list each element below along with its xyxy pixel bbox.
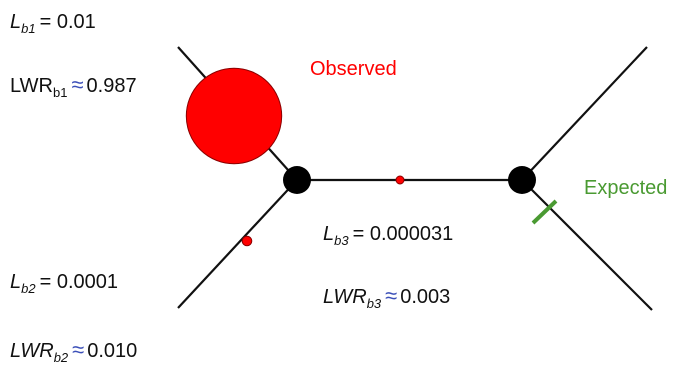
edge-right-lower — [521, 179, 653, 311]
edge-b2 — [177, 179, 298, 309]
placement-circle-b2 — [241, 235, 253, 247]
label-length-b1: Lb1 = 0.01 — [10, 11, 96, 36]
edge-right-upper — [521, 46, 648, 181]
label-lwr-b3: LWRb3 ≈0.003 — [323, 283, 450, 311]
label-lwr-b1: LWRb1 ≈0.987 — [10, 72, 137, 100]
placement-circle-b1 — [185, 67, 283, 165]
observed-label: Observed — [310, 58, 397, 80]
expected-label: Expected — [584, 177, 667, 199]
label-length-b3: Lb3 = 0.000031 — [323, 223, 453, 248]
internal-node-right — [508, 166, 536, 194]
placement-circle-b3 — [395, 175, 405, 185]
expected-marker — [531, 199, 558, 225]
label-length-b2: Lb2 = 0.0001 — [10, 271, 118, 296]
internal-node-left — [283, 166, 311, 194]
label-lwr-b2: LWRb2 ≈0.010 — [10, 337, 137, 365]
